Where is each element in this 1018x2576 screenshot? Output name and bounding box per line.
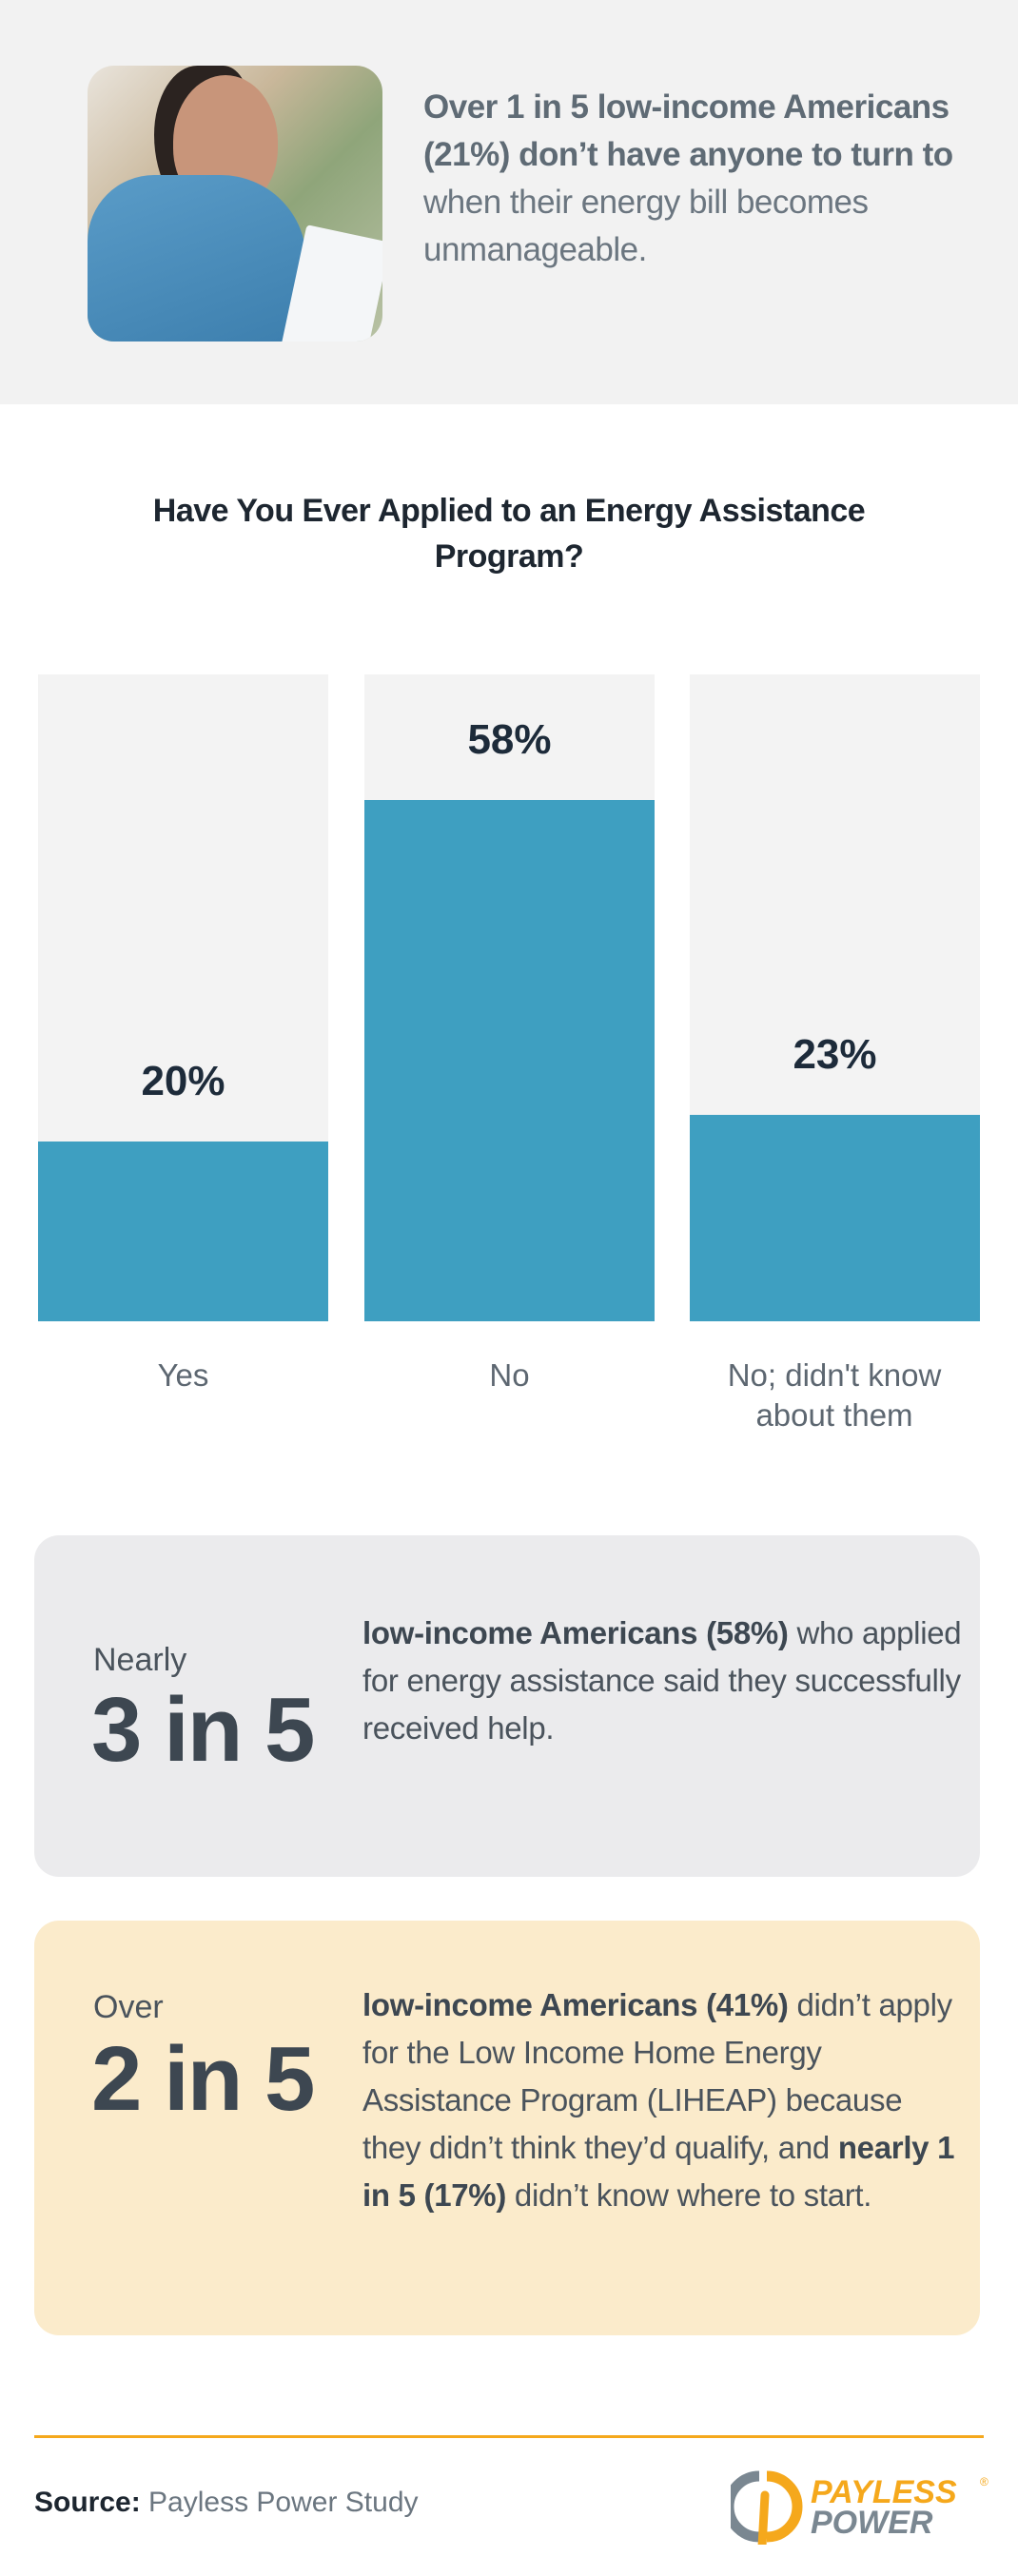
bar-2: [690, 1114, 980, 1321]
logo-line2: POWER: [811, 2505, 933, 2541]
callout-description: low-income Americans (58%) who applied f…: [362, 1610, 967, 1752]
source-note: Source: Payless Power Study: [34, 2487, 419, 2519]
callout-description: low-income Americans (41%) didn’t apply …: [362, 1981, 967, 2219]
logo-bolt-icon: [757, 2490, 770, 2545]
header-band: Over 1 in 5 low-income Americans (21%) d…: [0, 0, 1018, 404]
bar-value-label: 20%: [141, 1058, 225, 1105]
source-label: Source:: [34, 2487, 141, 2518]
divider: [34, 2435, 984, 2438]
bar-value-label: 58%: [467, 716, 552, 764]
source-text: Payless Power Study: [140, 2487, 419, 2518]
logo-arc-orange-icon: [766, 2470, 803, 2543]
callout-rest: who applied for energy assistance said t…: [362, 1615, 962, 1746]
bar-value-label: 23%: [793, 1030, 877, 1078]
callout-big-stat: 3 in 5: [91, 1679, 315, 1781]
woman-stressed-photo: [88, 66, 382, 342]
bar-0: [38, 1142, 328, 1321]
bar-track: 23%: [690, 674, 980, 1321]
callout-2-in-5: Over 2 in 5 low-income Americans (41%) d…: [34, 1921, 980, 2335]
category-label: Yes: [157, 1357, 209, 1393]
logo-line1: PAYLESS: [811, 2474, 957, 2510]
callout-bold-2: nearly 1 in 5 (17%): [362, 2130, 955, 2213]
payless-power-logo: PAYLESS POWER ®: [731, 2470, 989, 2545]
category-label: No: [489, 1357, 530, 1393]
callout-prefix: Over: [93, 1989, 164, 2025]
header-stat-rest: when their energy bill becomes unmanagea…: [423, 184, 869, 268]
header-stat-bold: Over 1 in 5 low-income Americans (21%) d…: [423, 88, 953, 173]
callout-prefix: Nearly: [93, 1642, 187, 1678]
category-label: No; didn't know about them: [727, 1357, 942, 1433]
bar-1: [364, 800, 655, 1321]
header-stat: Over 1 in 5 low-income Americans (21%) d…: [423, 84, 956, 274]
callout-bold: low-income Americans (41%): [362, 1987, 789, 2022]
callout-bold: low-income Americans (58%): [362, 1615, 789, 1650]
logo-registered: ®: [980, 2475, 989, 2488]
bar-track: 58%: [364, 674, 655, 1321]
bar-track: 20%: [38, 674, 328, 1321]
callout-rest-2: didn’t know where to start.: [506, 2177, 872, 2213]
callout-3-in-5: Nearly 3 in 5 low-income Americans (58%)…: [34, 1535, 980, 1877]
callout-rest: didn’t apply for the Low Income Home Ene…: [362, 1987, 952, 2165]
chart-title: Have You Ever Applied to an Energy Assis…: [152, 493, 866, 575]
logo-arc-gray-icon: [731, 2470, 760, 2543]
callout-big-stat: 2 in 5: [91, 2028, 315, 2130]
